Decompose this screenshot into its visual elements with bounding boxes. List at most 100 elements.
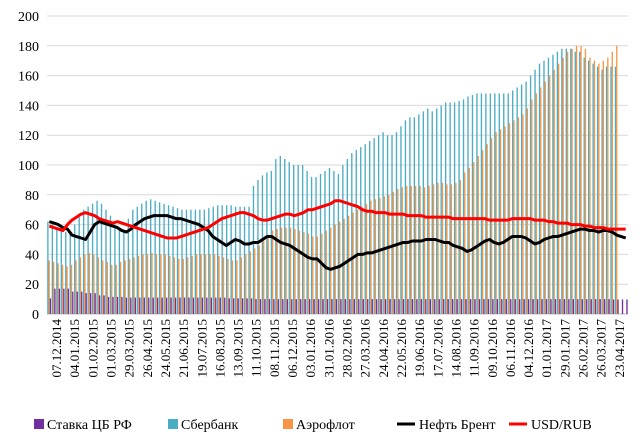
bar-2-44 [245,254,247,314]
x-tick-label: 23.04.2017 [612,319,627,378]
bar-2-54 [289,227,292,314]
bar-1-4 [65,232,67,314]
bar-1-24 [154,200,156,314]
bar-0-80 [407,299,409,314]
bar-1-89 [444,102,447,314]
bar-2-105 [517,117,520,314]
bar-1-97 [480,93,483,314]
x-tick-label: 16.08.2015 [212,319,227,378]
bar-2-126 [611,51,613,314]
bar-2-113 [553,69,555,314]
bar-1-124 [601,69,603,314]
bar-0-14 [112,296,114,314]
x-tick-label: 06.11.2016 [503,319,518,378]
bar-0-73 [376,299,378,314]
bar-0-123 [599,299,601,314]
x-tick-label: 26.04.2015 [140,319,155,378]
bar-2-79 [401,187,403,314]
bar-0-92 [460,299,463,314]
bar-0-94 [469,299,472,314]
bar-2-55 [294,229,296,314]
bar-0-10 [94,293,96,314]
x-tick-label: 29.01.2017 [557,319,572,378]
bar-2-73 [374,199,377,314]
bar-0-127 [617,299,619,314]
x-tick-label: 11.09.2016 [467,319,482,378]
bar-1-93 [462,99,465,314]
x-tick-label: 09.10.2016 [485,319,500,378]
bar-1-117 [570,48,572,314]
bar-1-99 [489,93,492,314]
bar-0-16 [121,296,123,314]
bar-0-12 [103,295,105,315]
x-tick-label: 01.03.2015 [103,319,118,378]
bar-0-121 [590,299,592,314]
bar-1-21 [141,203,143,314]
bar-2-69 [356,209,359,314]
bar-0-129 [626,299,628,314]
bar-0-100 [496,299,499,314]
bar-0-18 [130,297,132,314]
y-tick-label: 40 [25,248,39,263]
bar-2-66 [343,218,345,314]
bar-0-42 [237,298,239,314]
bar-0-39 [224,297,226,314]
y-tick-label: 100 [18,159,39,174]
bar-1-28 [172,206,174,314]
x-axis-ticks: 07.12.2014 04.01.2015 01.02.2015 01.03.2015… [49,319,627,378]
bar-2-118 [575,45,578,315]
bar-1-71 [364,144,366,314]
bar-1-86 [431,111,433,314]
bar-0-98 [487,299,490,314]
bar-1-41 [230,205,232,314]
bar-1-67 [346,159,348,314]
bar-0-36 [210,297,212,314]
bar-0-68 [353,299,356,314]
bar-2-94 [468,167,470,314]
y-tick-label: 160 [18,70,39,85]
bar-0-22 [148,297,150,314]
bar-0-61 [322,299,324,314]
bar-0-108 [532,299,534,314]
bar-2-43 [240,257,243,314]
bar-0-1 [54,288,56,314]
x-tick-label: 01.02.2015 [85,319,100,378]
bar-1-58 [306,170,308,314]
bar-1-7 [78,217,80,314]
x-tick-label: 31.01.2016 [321,319,336,378]
bar-1-16 [118,227,121,314]
bar-0-27 [170,297,172,314]
bar-0-58 [308,299,311,314]
bar-2-68 [352,212,354,314]
bar-0-25 [161,297,163,314]
bar-2-59 [312,236,314,314]
bar-2-88 [441,182,444,314]
bar-1-122 [592,63,594,315]
bar-1-72 [369,141,371,314]
bar-2-22 [146,254,149,314]
bar-2-75 [383,196,386,314]
bar-1-75 [382,132,384,314]
bar-2-108 [531,99,533,314]
bar-1-39 [221,205,223,314]
bar-0-89 [447,299,449,314]
bar-0-31 [188,297,190,314]
bar-2-10 [93,254,95,314]
bar-1-108 [529,75,532,314]
bar-0-32 [192,297,195,314]
bar-series [47,45,628,315]
bar-0-15 [116,296,119,314]
bar-1-77 [391,135,393,314]
bar-0-105 [519,299,521,314]
bar-2-30 [182,258,184,314]
bar-1-80 [404,120,407,314]
bar-2-62 [325,230,327,314]
bar-1-114 [556,51,559,314]
bar-2-27 [169,255,171,314]
bar-1-68 [351,153,353,314]
x-tick-label: 22.05.2016 [394,319,409,378]
bar-1-26 [163,203,165,314]
bar-0-3 [63,288,65,314]
bar-2-111 [544,81,546,314]
